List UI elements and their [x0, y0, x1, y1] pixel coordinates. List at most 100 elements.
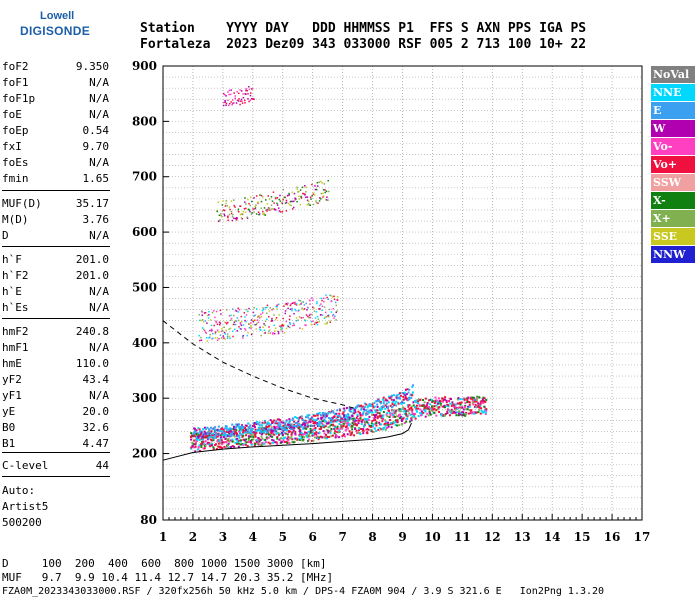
echo-point — [224, 437, 227, 440]
echo-point — [222, 209, 225, 211]
echo-point — [233, 328, 236, 331]
echo-point — [429, 398, 432, 401]
echo-point — [221, 443, 224, 446]
echo-point — [484, 400, 487, 403]
echo-point — [379, 409, 382, 412]
echo-point — [250, 443, 253, 446]
param-name: foF1p — [2, 92, 36, 105]
echo-point — [351, 431, 354, 434]
echo-point — [364, 422, 367, 425]
echo-point — [295, 303, 298, 305]
echo-point — [271, 317, 273, 320]
echo-point — [354, 422, 357, 425]
echo-point — [346, 423, 349, 426]
param-value: N/A — [89, 389, 109, 402]
echo-point — [301, 433, 304, 436]
echo-point — [306, 423, 309, 426]
echo-point — [221, 432, 224, 435]
echo-point — [351, 428, 354, 431]
echo-point — [236, 434, 239, 437]
echo-point — [376, 400, 379, 403]
echo-point — [200, 433, 203, 436]
echo-point — [301, 186, 304, 189]
echo-point — [219, 430, 222, 433]
echo-point — [258, 440, 261, 443]
echo-point — [347, 421, 350, 424]
echo-point — [222, 434, 225, 437]
echo-point — [231, 219, 234, 222]
echo-point — [432, 405, 435, 408]
echo-point — [450, 411, 453, 414]
echo-point — [304, 185, 306, 187]
echo-point — [234, 206, 236, 208]
echo-point — [282, 429, 285, 432]
echo-point — [295, 416, 298, 419]
param-value: 240.8 — [75, 325, 109, 338]
echo-point — [209, 333, 212, 336]
param-row: yF1 N/A — [2, 389, 109, 405]
echo-point — [471, 398, 474, 401]
echo-point — [378, 407, 381, 410]
echo-point — [215, 448, 218, 451]
echo-point — [394, 424, 397, 427]
echo-point — [326, 296, 328, 299]
echo-point — [433, 411, 436, 414]
echo-point — [345, 419, 348, 422]
echo-point — [356, 431, 359, 434]
echo-point — [284, 202, 287, 205]
echo-point — [455, 414, 458, 417]
echo-point — [225, 329, 227, 332]
echo-point — [253, 306, 255, 309]
echo-point — [320, 198, 322, 200]
echo-point — [345, 414, 348, 417]
echo-point — [263, 429, 266, 432]
echo-point — [294, 197, 296, 199]
echo-point — [260, 313, 262, 316]
echo-point — [225, 441, 228, 444]
echo-point — [357, 419, 360, 422]
echo-point — [287, 422, 290, 425]
echo-point — [329, 320, 331, 322]
echo-point — [347, 413, 350, 416]
echo-point — [229, 93, 232, 96]
echo-point — [470, 409, 473, 412]
echo-point — [200, 310, 203, 312]
autoscale-note-artist: Artist5 — [2, 500, 49, 513]
echo-point — [271, 208, 273, 210]
echo-point — [400, 402, 403, 405]
echo-point — [320, 297, 323, 300]
echo-point — [395, 409, 398, 412]
echo-point — [281, 429, 284, 432]
echo-point — [298, 303, 301, 306]
echo-point — [287, 423, 290, 426]
echo-point — [245, 93, 247, 95]
echo-point — [270, 430, 273, 433]
echo-point — [333, 415, 336, 418]
echo-point — [469, 412, 472, 415]
echo-point — [286, 429, 289, 432]
echo-point — [335, 304, 338, 307]
echo-point — [316, 321, 319, 323]
echo-point — [227, 219, 229, 222]
echo-point — [475, 411, 478, 414]
echo-point — [241, 102, 244, 104]
echo-point — [314, 317, 317, 319]
echo-point — [194, 450, 197, 453]
echo-point — [405, 393, 408, 396]
echo-point — [269, 419, 272, 422]
echo-point — [284, 303, 287, 305]
echo-point — [434, 396, 437, 399]
echo-point — [348, 418, 351, 421]
echo-point — [252, 438, 255, 441]
echo-point — [314, 414, 317, 417]
echo-point — [456, 402, 459, 405]
echo-point — [287, 307, 289, 310]
echo-point — [483, 405, 486, 408]
echo-point — [200, 445, 203, 448]
echo-point — [311, 434, 314, 437]
echo-point — [329, 294, 331, 297]
echo-point — [319, 414, 322, 417]
echo-point — [446, 411, 449, 414]
echo-point — [318, 428, 321, 431]
echo-point — [394, 411, 397, 414]
